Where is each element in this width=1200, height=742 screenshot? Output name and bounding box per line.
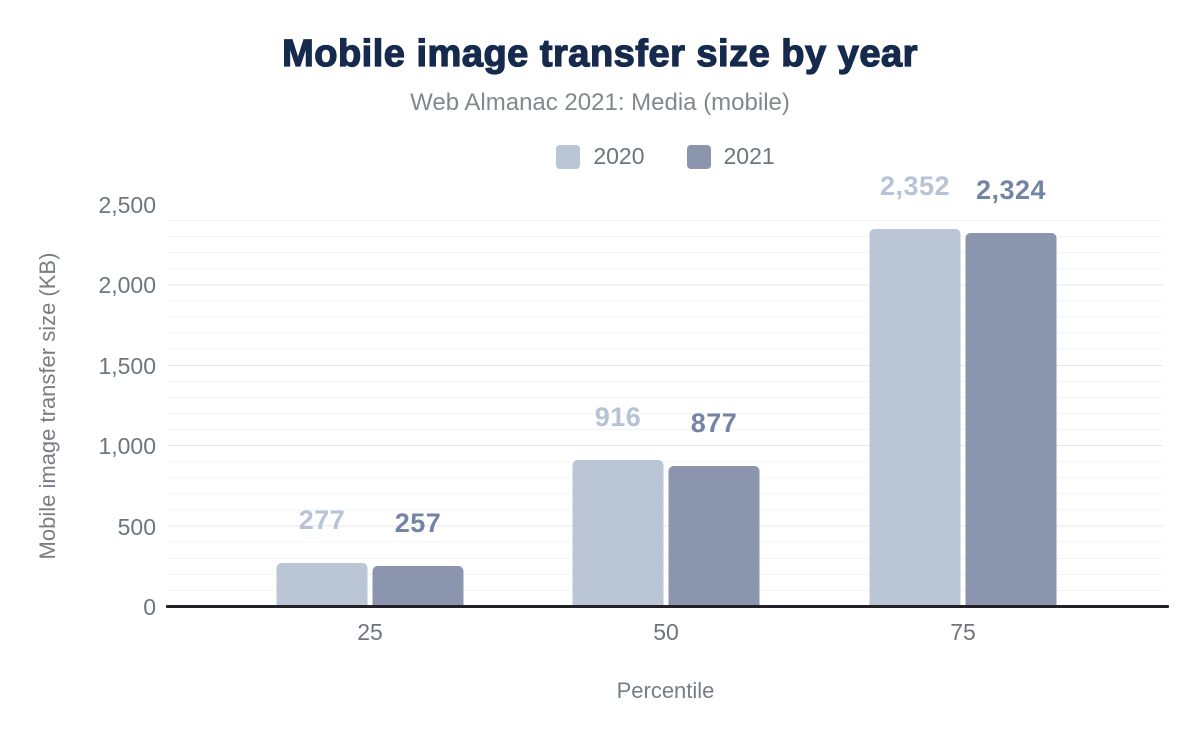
y-tick-label-1500: 1,500 [98,352,156,379]
bar-value-label-2020-p25: 277 [298,504,346,535]
x-tick-label-75: 75 [950,619,976,645]
legend-label-2021: 2021 [723,143,775,169]
bar-2020-p50 [572,459,664,607]
bar-2020-p25 [276,562,368,607]
legend: 2020 2021 [168,143,1163,170]
plot-area: 277 257 916 877 2,352 2 [166,172,1169,608]
chart-title: Mobile image transfer size by year [281,32,918,75]
x-tick-label-50: 50 [653,619,679,645]
legend-item-2021: 2021 [686,143,775,170]
bar-value-label-2020-p50: 916 [594,401,642,432]
bar-value-label-2021-p50: 877 [690,408,738,438]
y-axis-tick-labels: 0 500 1,000 1,500 2,000 2,500 [0,192,156,620]
bar-column: 277 [276,504,368,607]
bar-column: 877 [668,408,760,607]
bar-column: 257 [372,507,464,607]
legend-label-2020: 2020 [593,143,645,169]
bar-value-label-2021-p75: 2,324 [975,175,1047,206]
x-tick-label-25: 25 [357,619,383,645]
x-axis-line [166,605,1169,608]
bar-2021-p75 [965,233,1057,607]
bar-column: 2,352 [869,170,961,607]
y-tick-label-1000: 1,000 [98,433,156,460]
legend-swatch-2021-icon [686,144,711,169]
bar-group-p50: 916 877 [572,401,760,607]
legend-swatch-2020-icon [556,144,581,169]
bar-2021-p50 [668,466,760,607]
bar-group-p25: 277 257 [276,504,464,607]
bar-2021-p25 [372,565,464,607]
bar-value-label-2021-p25: 257 [394,507,442,538]
chart-subtitle: Web Almanac 2021: Media (mobile) [410,89,790,116]
bar-value-label-2020-p75: 2,352 [879,170,951,201]
legend-item-2020: 2020 [556,143,645,170]
y-tick-label-0: 0 [143,594,156,620]
y-tick-label-2500: 2,500 [98,192,156,218]
x-axis-title: Percentile [616,678,715,703]
bar-2020-p75 [869,228,961,607]
bar-column: 2,324 [965,175,1057,607]
bar-column: 916 [572,401,664,607]
bar-group-p75: 2,352 2,324 [869,170,1057,607]
y-tick-label-500: 500 [117,513,156,540]
y-tick-label-2000: 2,000 [98,272,156,299]
